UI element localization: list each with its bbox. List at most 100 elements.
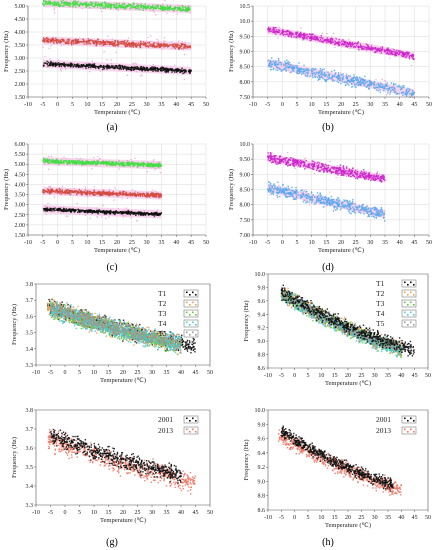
band-point (312, 36, 314, 38)
band-point (287, 152, 289, 154)
band-point (385, 94, 388, 96)
data-point (318, 71, 321, 74)
data-point (408, 51, 410, 54)
data-point (102, 39, 104, 42)
data-point (124, 165, 126, 167)
data-point (114, 163, 117, 166)
data-point (112, 164, 114, 167)
data-point (286, 65, 288, 67)
data-point (131, 211, 133, 213)
band-point (136, 3, 138, 5)
data-point (382, 84, 384, 86)
data-point (56, 63, 59, 65)
data-point (286, 59, 288, 62)
data-point (359, 43, 362, 45)
data-point (123, 8, 125, 10)
band-point (84, 62, 87, 64)
data-point (319, 38, 322, 41)
data-point (313, 35, 316, 38)
data-point (112, 163, 114, 165)
data-point (322, 40, 324, 43)
data-point (342, 77, 344, 79)
data-point (132, 164, 135, 167)
band-point (376, 170, 379, 172)
y-tick-label: 5.50 (15, 152, 26, 158)
data-point (52, 37, 54, 39)
band-point (410, 64, 412, 67)
band-point (329, 160, 331, 163)
data-point (60, 193, 62, 195)
data-point (153, 42, 156, 44)
data-point (126, 162, 128, 164)
band-point (152, 7, 154, 9)
data-point (161, 68, 163, 70)
x-tick-label: 0 (281, 102, 284, 108)
band-point (72, 4, 74, 6)
y-tick-label: 4.50 (15, 172, 26, 178)
data-point (146, 196, 148, 198)
data-point (104, 65, 106, 68)
data-point (307, 33, 309, 36)
data-point (312, 70, 314, 72)
data-point (63, 62, 65, 64)
band-point (48, 185, 50, 187)
data-point (56, 1, 58, 4)
data-point (105, 164, 108, 166)
data-point (275, 61, 277, 63)
band-point (277, 37, 279, 39)
data-point (93, 63, 96, 65)
data-point (372, 82, 374, 85)
band-point (118, 159, 121, 161)
data-point (129, 69, 132, 71)
data-point (128, 43, 130, 45)
y-tick-label: 10.5 (240, 4, 251, 10)
data-point (338, 41, 340, 43)
band-point (115, 51, 117, 54)
data-point (303, 64, 305, 67)
data-point (120, 212, 122, 214)
data-point (108, 194, 110, 196)
data-point (408, 89, 411, 91)
data-point (184, 69, 186, 71)
data-point (158, 44, 160, 46)
data-point (42, 161, 45, 163)
data-point (102, 163, 105, 165)
data-point (135, 194, 137, 196)
data-point (98, 190, 100, 193)
data-point (314, 35, 317, 38)
data-point (113, 211, 115, 214)
data-point (352, 80, 355, 82)
data-point (95, 43, 98, 46)
data-point (315, 67, 317, 70)
data-point (140, 43, 142, 45)
data-point (349, 45, 352, 47)
data-point (65, 4, 67, 6)
data-point (323, 71, 326, 74)
data-point (66, 64, 68, 67)
data-point (375, 49, 377, 51)
data-point (179, 45, 182, 47)
data-point (112, 161, 114, 163)
data-point (85, 162, 88, 165)
data-point (44, 62, 47, 64)
data-point (111, 4, 113, 6)
band-point (379, 173, 381, 175)
band-point (335, 176, 337, 179)
data-point (88, 42, 91, 44)
data-point (278, 29, 280, 31)
data-point (128, 193, 130, 195)
data-point (159, 163, 162, 165)
data-point (171, 68, 174, 70)
band-point (174, 64, 176, 66)
data-point (82, 191, 84, 193)
data-point (162, 44, 165, 47)
data-point (71, 161, 73, 164)
data-point (58, 63, 60, 65)
data-point (55, 4, 57, 6)
data-point (175, 70, 177, 72)
data-point (96, 193, 98, 195)
band-point (145, 8, 147, 11)
x-tick-label: 10 (309, 102, 315, 108)
data-point (75, 209, 77, 211)
data-point (108, 66, 111, 68)
